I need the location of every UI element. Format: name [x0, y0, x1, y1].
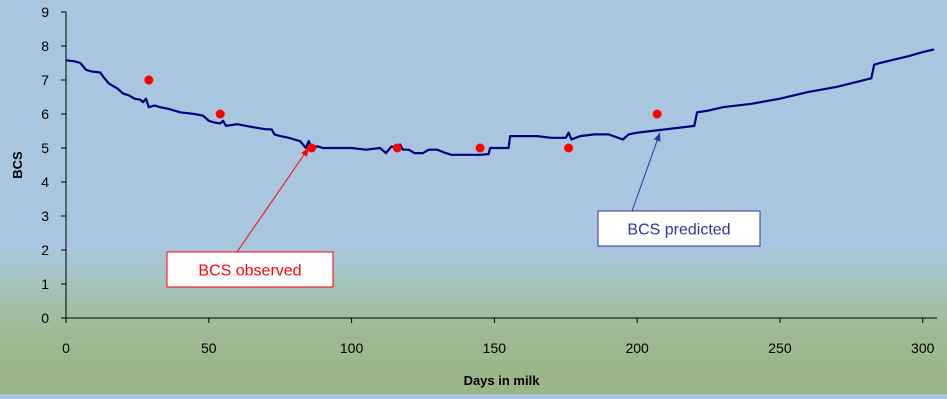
- y-axis-title: BCS: [10, 151, 25, 179]
- callout-arrow-head: [301, 148, 309, 157]
- x-tick-label: 0: [62, 340, 70, 356]
- callout-arrow-line: [236, 147, 310, 253]
- y-tick-label: 8: [41, 38, 49, 54]
- x-tick-label: 250: [768, 340, 792, 356]
- observed-bcs-point: [144, 75, 154, 85]
- callout-box: [597, 210, 761, 247]
- y-tick-label: 3: [41, 208, 49, 224]
- x-tick-label: 50: [201, 340, 217, 356]
- observed-bcs-point: [475, 143, 485, 153]
- observed-bcs-point: [564, 143, 574, 153]
- callout-arrow-line: [631, 132, 661, 212]
- predicted-bcs-line: [65, 48, 935, 156]
- y-tick-label: 9: [41, 4, 49, 20]
- series-layer: [65, 48, 935, 156]
- y-tick-label: 4: [41, 174, 49, 190]
- callout-bcs-predicted: BCS predicted: [597, 132, 761, 247]
- x-axis-title: Days in milk: [464, 373, 541, 388]
- y-tick-label: 5: [41, 140, 49, 156]
- x-tick-label: 100: [340, 340, 364, 356]
- observed-bcs-point: [215, 109, 225, 119]
- callout-label: BCS predicted: [627, 222, 730, 239]
- y-tick-label: 0: [41, 310, 49, 326]
- axes: 0 1 2 3 4 5 6 7 8 9 0 50 100 150 200 250 300: [41, 4, 937, 356]
- callout-label: BCS observed: [198, 263, 301, 280]
- observed-bcs-point: [392, 143, 402, 153]
- callout-box: [166, 251, 334, 288]
- y-tick-label: 1: [41, 276, 49, 292]
- callouts: BCS observed BCS predicted: [166, 132, 761, 288]
- y-tick-label: 2: [41, 242, 49, 258]
- x-tick-label: 300: [911, 340, 935, 356]
- observed-bcs-point: [652, 109, 662, 119]
- observed-bcs-point: [307, 143, 317, 153]
- callout-bcs-observed: BCS observed: [166, 147, 334, 288]
- callout-arrow-head: [653, 132, 661, 142]
- y-tick-label: 7: [41, 72, 49, 88]
- y-tick-label: 6: [41, 106, 49, 122]
- x-tick-label: 200: [625, 340, 649, 356]
- x-tick-label: 150: [483, 340, 507, 356]
